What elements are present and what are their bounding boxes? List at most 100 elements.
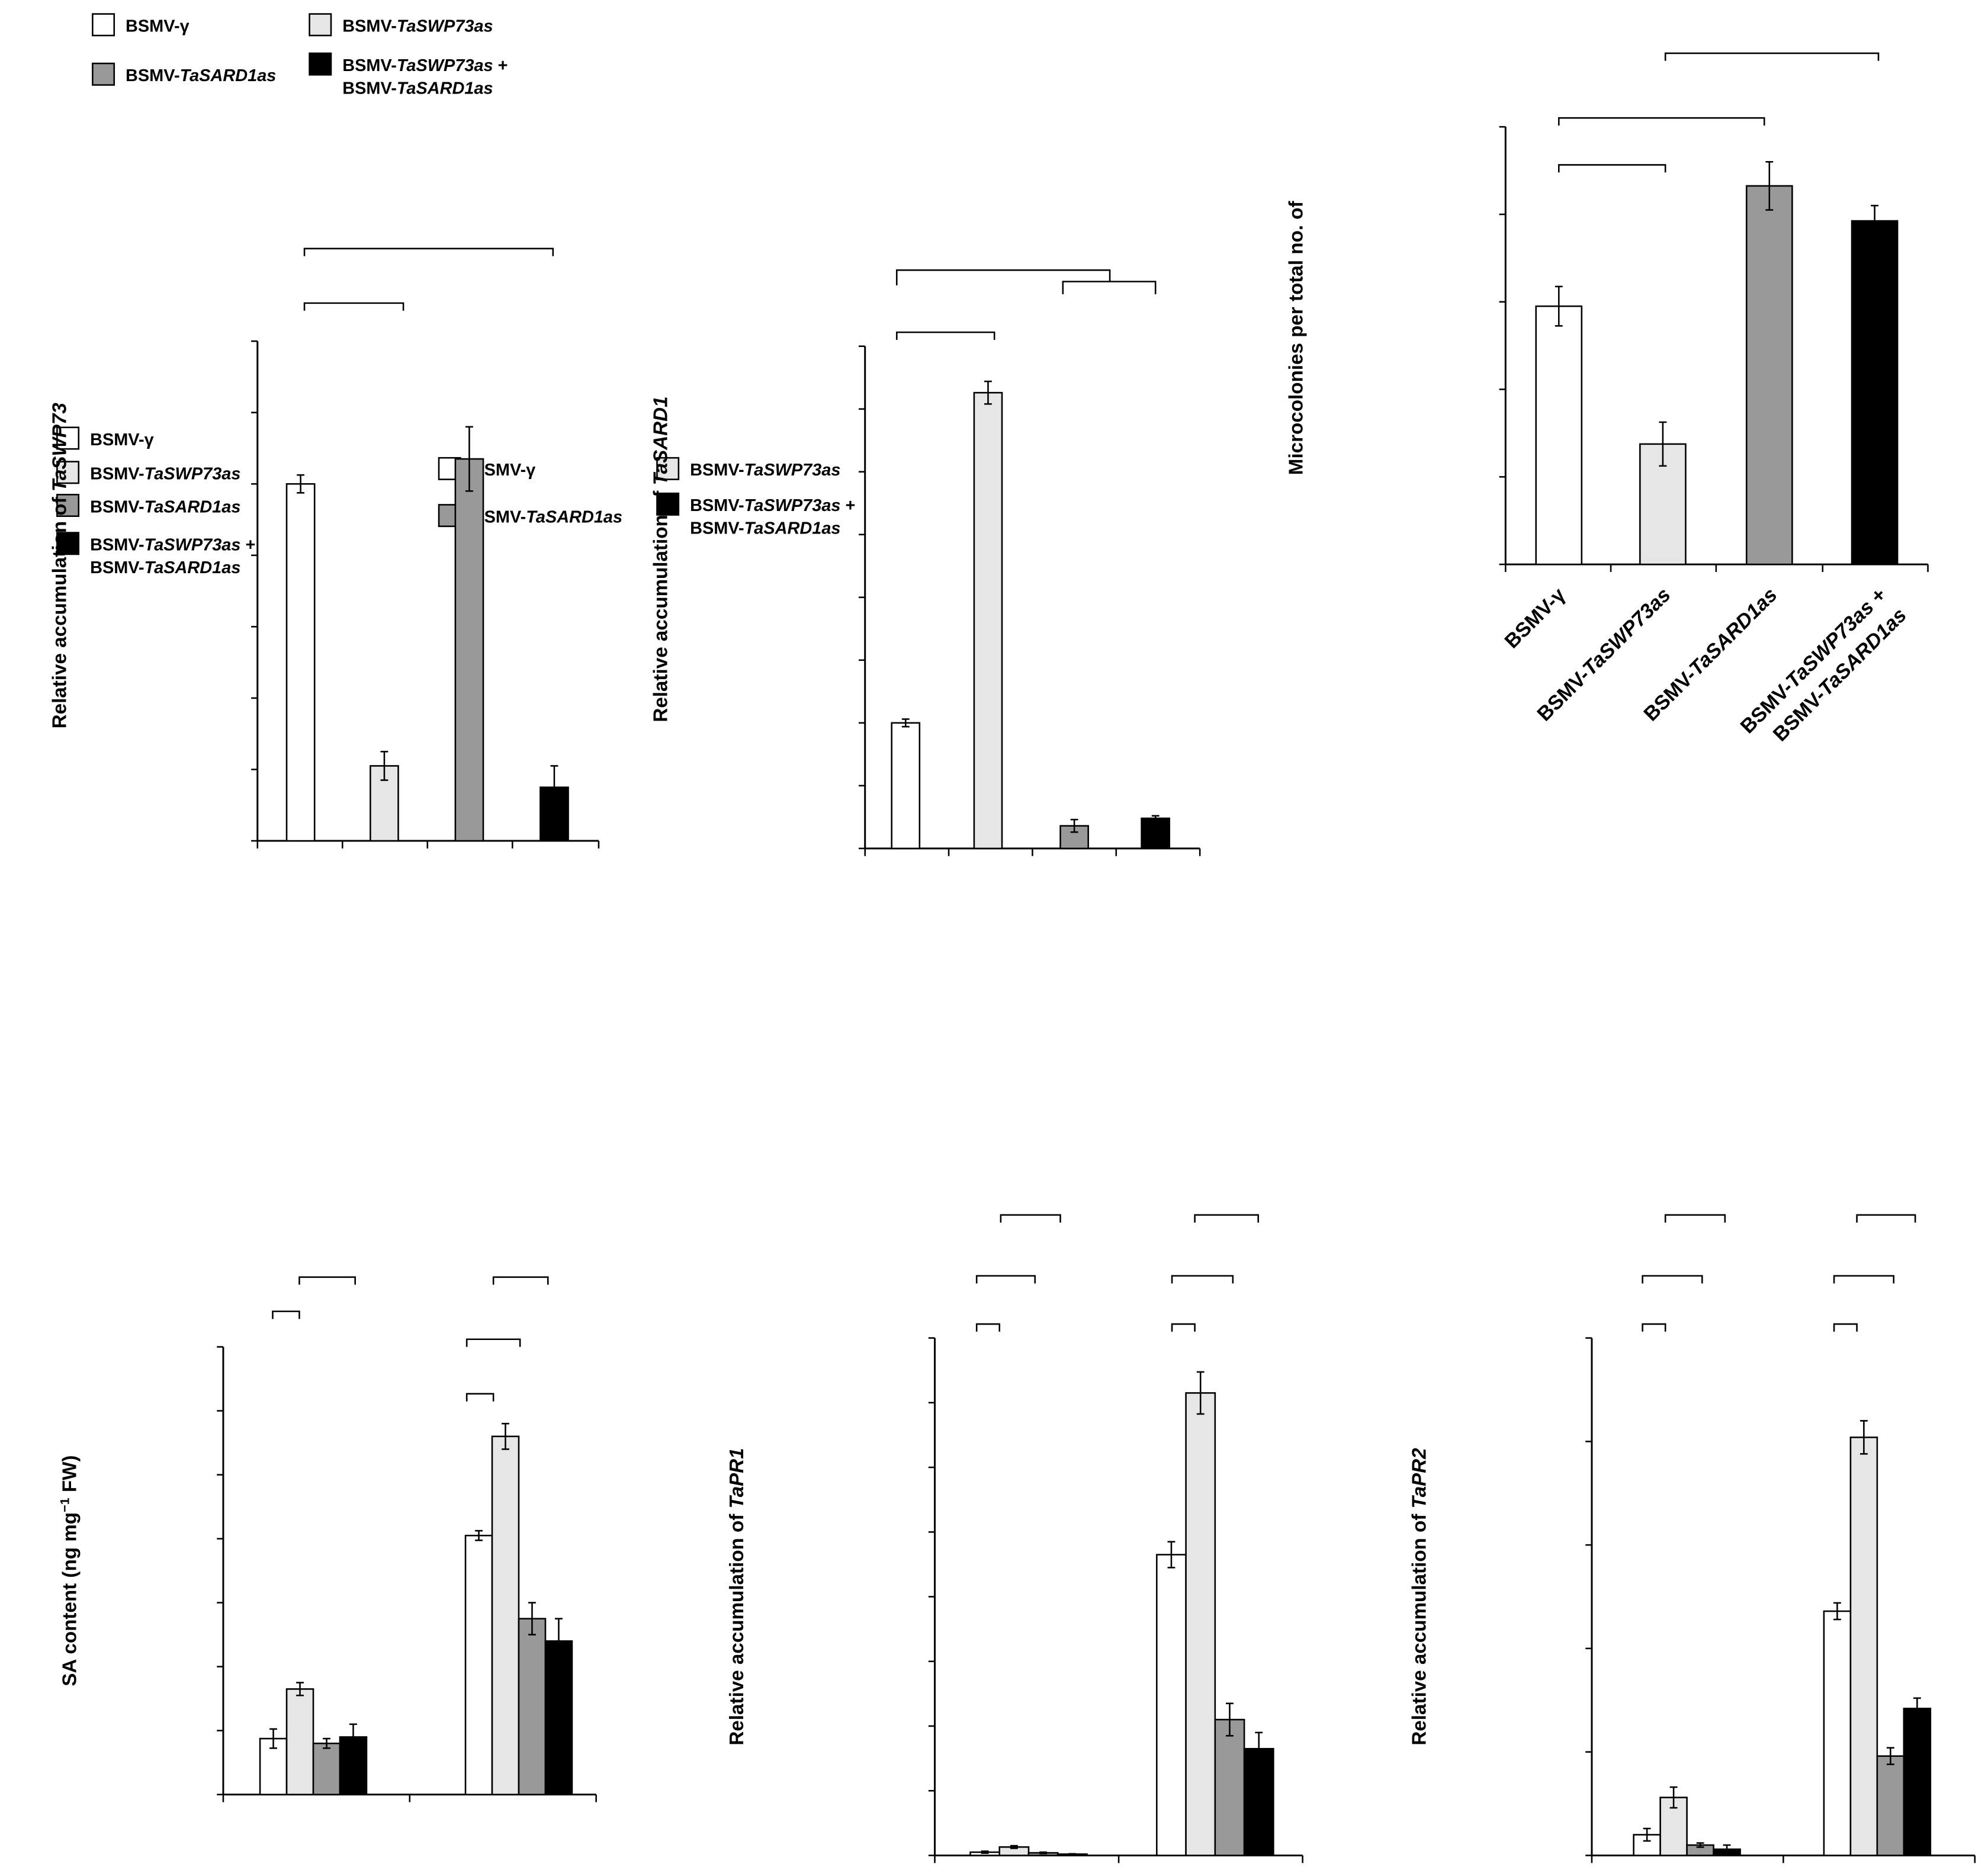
bar-g-bgt xyxy=(1156,1554,1187,1856)
y-axis-label-gene-name: TaSARD1 xyxy=(650,396,672,485)
bracket-line xyxy=(1664,1214,1726,1223)
legend-a-label-g: BSMV-γ xyxy=(126,17,190,36)
bracket-line xyxy=(1833,1323,1858,1332)
bracket-line xyxy=(465,1338,521,1347)
bracket-line xyxy=(1664,52,1880,61)
error-bar-g xyxy=(297,474,305,494)
error-bar-g-control xyxy=(269,1728,277,1749)
chart-a1 xyxy=(251,248,600,849)
legend-label-prefix: BSMV- xyxy=(342,56,397,75)
significance-bracket-1 xyxy=(1642,1323,1666,1332)
y-axis-label-line1: Relative accumulation of TaSARD1 xyxy=(650,396,672,722)
bar-s xyxy=(973,391,1003,850)
y-axis-label-line1: Relative accumulation of TaPR1 xyxy=(726,1448,748,1745)
legend-label-suffix: + xyxy=(840,496,855,515)
bar-d-bgt xyxy=(518,1618,547,1795)
error-bar-s-control xyxy=(1669,1786,1678,1809)
error-bar-s xyxy=(984,380,992,405)
bracket-line xyxy=(1642,1323,1666,1332)
error-bar-d xyxy=(1070,818,1078,833)
error-bar-d-control xyxy=(1696,1842,1704,1848)
bracket-line xyxy=(465,1393,494,1402)
error-bar-g xyxy=(901,718,910,728)
legend-label-italic: TaSARD1as xyxy=(526,507,622,526)
legend-c-label-d: BSMV-TaSARD1as xyxy=(90,497,240,516)
bracket-line xyxy=(1557,164,1666,173)
significance-bracket-3 xyxy=(1664,1214,1726,1223)
error-bar-d xyxy=(465,426,473,492)
legend-c-label-g: BSMV-γ xyxy=(90,430,154,449)
bar-g-bgt xyxy=(464,1534,493,1795)
significance-bracket-4 xyxy=(465,1338,521,1347)
legend-label-italic: TaSARD1as xyxy=(144,497,241,516)
legend-d-label-d: BSMV-TaSARD1as xyxy=(472,507,622,526)
significance-bracket-4 xyxy=(1833,1323,1858,1332)
significance-bracket-2 xyxy=(1642,1275,1703,1284)
legend-a-swatch-s xyxy=(309,13,332,37)
bracket-line xyxy=(303,302,404,311)
legend-label-suffix: + xyxy=(240,536,255,555)
bar-c xyxy=(1851,220,1899,565)
y-axis-label-line1-prefix: Relative accumulation of xyxy=(650,485,672,722)
error-bar-d xyxy=(1765,161,1774,211)
error-bar-c xyxy=(1871,204,1879,237)
significance-bracket-2 xyxy=(298,1276,356,1285)
legend-label-prefix: BSMV- xyxy=(690,461,744,480)
bracket-line xyxy=(1171,1323,1196,1332)
legend-a-swatch-d xyxy=(92,62,115,86)
bar-c-bgt xyxy=(1903,1707,1932,1856)
legend-label-prefix: BSMV- xyxy=(342,17,397,36)
significance-bracket-3 xyxy=(465,1393,494,1402)
bar-s-bgt xyxy=(491,1435,520,1795)
bracket-line xyxy=(975,1275,1036,1284)
legend-d-swatch-s xyxy=(656,457,680,480)
chart-b: BSMV-γBSMV-TaSWP73asBSMV-TaSARD1asBSMV-T… xyxy=(1499,52,1929,746)
significance-bracket-1 xyxy=(272,1310,300,1319)
chart-a2 xyxy=(858,269,1201,856)
bracket-line xyxy=(1642,1275,1703,1284)
bar-c xyxy=(1141,817,1171,850)
legend-label-prefix: BSMV- xyxy=(690,519,744,538)
bar-g-bgt xyxy=(1823,1610,1852,1856)
error-bar-g-control xyxy=(1643,1827,1651,1842)
error-bar-d-control xyxy=(1039,1851,1048,1855)
significance-bracket-1 xyxy=(975,1323,1001,1332)
error-bar-c xyxy=(1151,815,1160,822)
significance-bracket-1 xyxy=(1557,164,1666,173)
bar-d-control xyxy=(312,1742,341,1795)
legend-c-swatch-d xyxy=(56,494,80,517)
x-tick-label-prefix: BSMV- xyxy=(1533,664,1595,726)
bar-g xyxy=(891,722,921,850)
x-tick-label-g: BSMV-γ xyxy=(1501,583,1570,653)
y-axis-label-gene-name: TaPR2 xyxy=(1408,1448,1430,1509)
significance-bracket-5 xyxy=(1833,1275,1894,1284)
bar-s-control xyxy=(285,1688,314,1795)
legend-c-label-s: BSMV-TaSWP73as xyxy=(90,465,240,484)
bar-d-bgt xyxy=(1876,1755,1905,1856)
significance-bracket-2 xyxy=(1557,117,1765,126)
bracket-line xyxy=(1833,1275,1894,1284)
legend-c-swatch-c xyxy=(56,532,80,555)
error-bar-d-bgt xyxy=(1886,1747,1894,1765)
error-bar-c-control xyxy=(1068,1853,1077,1856)
legend-label-italic: TaSARD1as xyxy=(744,519,841,538)
significance-bracket-5 xyxy=(492,1276,549,1285)
chart-c xyxy=(217,1276,597,1802)
legend-c-label-c-line2: BSMV-TaSARD1as xyxy=(90,558,240,577)
significance-bracket-2 xyxy=(303,248,554,256)
error-bar-s-control xyxy=(296,1682,304,1696)
bar-d-bgt xyxy=(1214,1718,1245,1856)
legend-label-prefix: BSMV- xyxy=(342,79,397,98)
bracket-line xyxy=(1856,1214,1916,1223)
y-axis-label-line1: Microcolonies per total no. of xyxy=(1286,200,1308,475)
legend-d-label-s: BSMV-TaSWP73as xyxy=(690,461,840,480)
error-bar-c-bgt xyxy=(1255,1731,1263,1766)
bracket-line xyxy=(492,1276,549,1285)
y-axis-label-tail: FW) xyxy=(59,1455,81,1498)
error-bar-g-bgt xyxy=(1167,1541,1176,1569)
y-axis-label-gene-name: TaPR1 xyxy=(726,1448,748,1508)
legend-a-label-c: BSMV-TaSWP73as + xyxy=(342,56,508,75)
bracket-line xyxy=(1171,1275,1234,1284)
significance-bracket-4 xyxy=(1171,1323,1196,1332)
